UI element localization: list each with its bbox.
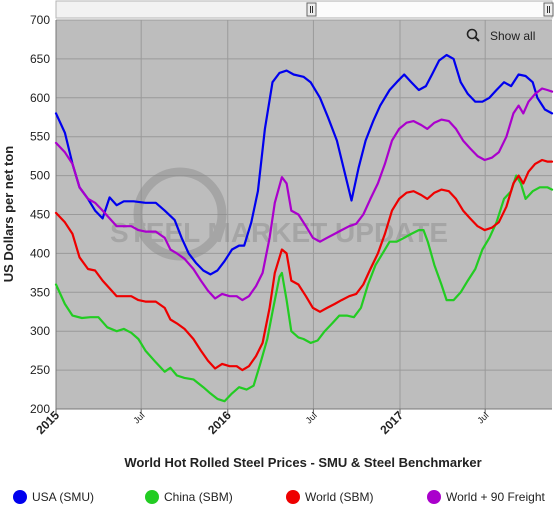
y-axis-ticks: 200 250 300 350 400 450 500 550 600 650 700 xyxy=(30,13,50,416)
legend-label: World + 90 Freight xyxy=(446,490,545,504)
legend-marker xyxy=(286,490,300,504)
series-line-china-sbm[interactable] xyxy=(54,174,554,403)
legend-label: USA (SMU) xyxy=(32,490,94,504)
y-tick-label: 200 xyxy=(30,402,50,416)
show-all-button[interactable]: Show all xyxy=(466,28,536,43)
y-tick-label: 550 xyxy=(30,130,50,144)
legend-marker xyxy=(427,490,441,504)
y-tick-label: 700 xyxy=(30,13,50,27)
legend-marker xyxy=(145,490,159,504)
series-line-world-90-freight[interactable] xyxy=(54,87,554,302)
y-tick-label: 450 xyxy=(30,208,50,222)
x-tick-label: Jul xyxy=(475,410,490,425)
x-axis-ticks: 2015 Jul 2016 Jul 2017 Jul xyxy=(33,408,490,437)
legend-item-usa-smu[interactable]: USA (SMU) xyxy=(13,490,94,504)
x-tick-label: 2016 xyxy=(205,408,234,437)
series-line-world-sbm[interactable] xyxy=(54,158,554,372)
scroll-handle-right[interactable] xyxy=(543,2,554,17)
legend-item-world-sbm[interactable]: World (SBM) xyxy=(286,490,373,504)
y-tick-label: 300 xyxy=(30,324,50,338)
y-tick-label: 250 xyxy=(30,363,50,377)
legend-label: China (SBM) xyxy=(164,490,233,504)
scroll-handle-left[interactable] xyxy=(306,2,317,17)
y-tick-label: 600 xyxy=(30,91,50,105)
y-axis-label: US Dollars per net ton xyxy=(1,146,16,283)
series-layer xyxy=(54,53,554,403)
legend-marker xyxy=(13,490,27,504)
y-tick-label: 650 xyxy=(30,52,50,66)
chart-title: World Hot Rolled Steel Prices - SMU & St… xyxy=(124,455,481,470)
magnifier-icon xyxy=(466,28,480,42)
legend-label: World (SBM) xyxy=(305,490,373,504)
y-tick-label: 500 xyxy=(30,169,50,183)
legend: USA (SMU) China (SBM) World (SBM) World + 9… xyxy=(13,490,545,504)
x-tick-label: Jul xyxy=(131,410,146,425)
legend-item-world-90-freight[interactable]: World + 90 Freight xyxy=(427,490,545,504)
x-tick-label: 2017 xyxy=(377,408,406,437)
show-all-label: Show all xyxy=(490,29,535,43)
x-tick-label: Jul xyxy=(304,410,319,425)
range-scrollbar-fill xyxy=(310,2,550,17)
series-line-usa-smu[interactable] xyxy=(54,53,554,276)
y-tick-label: 400 xyxy=(30,246,50,260)
watermark-text: STEEL MARKET UPDATE xyxy=(110,217,448,248)
y-tick-label: 350 xyxy=(30,285,50,299)
legend-item-china-sbm[interactable]: China (SBM) xyxy=(145,490,233,504)
